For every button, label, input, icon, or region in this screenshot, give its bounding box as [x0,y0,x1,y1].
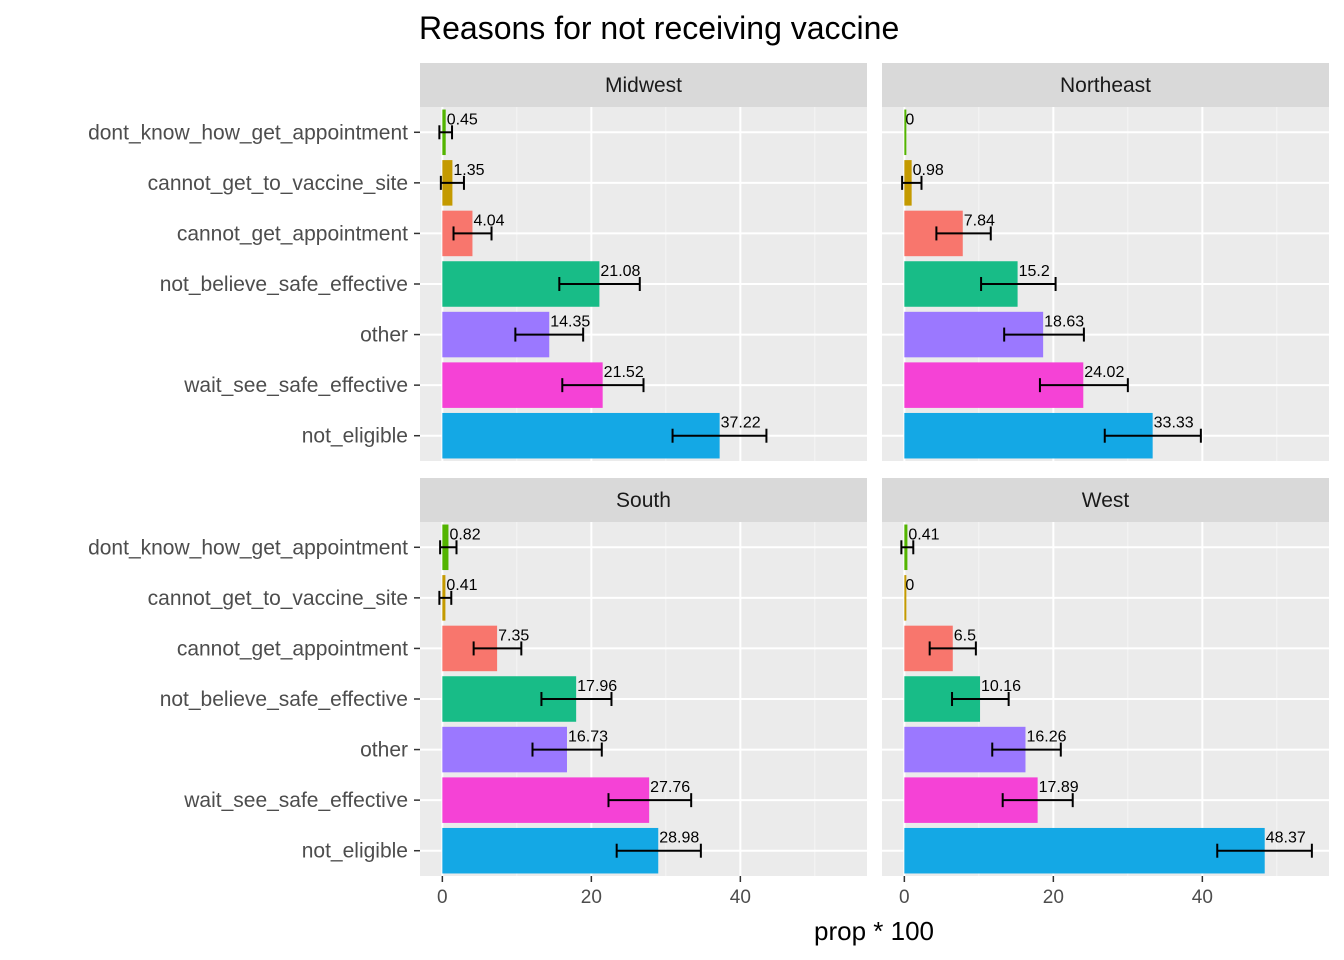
data-label: 24.02 [1084,364,1124,381]
data-label: 37.22 [721,415,761,432]
facet-strip [420,478,867,522]
error-bar [561,378,645,393]
facet-label: Midwest [605,74,682,97]
error-bar [951,692,1010,706]
error-bar [901,175,923,190]
error-bar [531,742,603,757]
y-tick-label: other [360,324,408,347]
error-bar [1103,428,1202,443]
y-tick-label: cannot_get_appointment [177,637,408,660]
error-bar [991,742,1062,757]
y-tick-label: wait_see_safe_effective [183,789,408,812]
error-bar [452,226,493,241]
y-tick-label: dont_know_how_get_appointment [88,536,408,559]
data-label: 21.08 [600,263,640,280]
facet-strip [420,63,867,107]
data-label: 4.04 [473,212,504,229]
data-label: 15.2 [1019,263,1050,280]
error-bar [1003,327,1085,342]
facet-label: Northeast [1060,74,1151,97]
data-label: 27.76 [650,779,690,796]
panel-midwest: Midwest 0.45 1.35 4.04 21.08 14.35 21.52 37.22 d… [88,63,867,461]
y-tick-label: wait_see_safe_effective [183,374,408,397]
bar [904,109,907,156]
x-tick-label: 40 [730,887,751,908]
data-label: 28.98 [659,830,699,847]
error-bar [1001,793,1074,808]
error-bar [558,277,641,291]
error-bar [980,277,1057,291]
panel-west: West 0.41 0 6.5 10.16 16.26 17.89 48.37 0 20 40 [882,478,1329,908]
error-bar [438,125,454,140]
data-label: 16.26 [1026,729,1066,746]
data-label: 48.37 [1266,830,1306,847]
y-tick-label: dont_know_how_get_appointment [88,121,408,144]
data-label: 0.45 [447,111,478,128]
data-label: 18.63 [1044,314,1084,331]
error-bar [439,175,465,190]
x-tick-label: 20 [581,887,602,908]
x-axis-title: prop * 100 [814,916,934,946]
y-tick-label: not_eligible [302,840,408,863]
error-bar [514,327,585,342]
chart-title: Reasons for not receiving vaccine [419,10,899,46]
x-tick-label: 0 [437,887,448,908]
error-bar [1038,378,1129,393]
bar [904,827,1265,874]
error-bar [472,641,523,656]
y-tick-label: cannot_get_to_vaccine_site [148,172,408,195]
y-tick-label: not_believe_safe_effective [160,688,408,711]
x-tick-label: 0 [899,887,910,908]
data-label: 0.41 [446,577,477,594]
bar [904,575,907,621]
error-bar [671,428,768,443]
facet-panels: Midwest 0.45 1.35 4.04 21.08 14.35 21.52 37.22 d… [88,63,1329,908]
panel-south: South 0.82 0.41 7.35 17.96 16.73 27.76 28.98 don… [88,478,867,908]
data-label: 7.35 [498,627,529,644]
y-tick-label: other [360,739,408,762]
facet-strip [882,63,1329,107]
x-tick-label: 20 [1043,887,1064,908]
data-label: 1.35 [453,162,484,179]
data-label: 10.16 [981,678,1021,695]
panel-northeast: Northeast 0 0.98 7.84 15.2 18.63 24.02 33.33 [882,63,1329,461]
data-label: 0.82 [449,526,480,543]
data-label: 0.98 [913,162,944,179]
error-bar [900,540,915,555]
error-bar [439,540,458,555]
error-bar [607,793,693,808]
data-label: 0 [905,577,914,594]
data-label: 16.73 [568,729,608,746]
data-label: 21.52 [604,364,644,381]
data-label: 7.84 [964,212,995,229]
y-tick-label: cannot_get_appointment [177,222,408,245]
data-label: 0.41 [908,526,939,543]
data-label: 6.5 [954,627,976,644]
y-tick-label: not_believe_safe_effective [160,273,408,296]
error-bar [935,226,992,241]
error-bar [540,692,613,706]
data-label: 17.96 [577,678,617,695]
error-bar [928,641,977,656]
error-bar [438,590,453,605]
facet-strip [882,478,1329,522]
y-tick-label: cannot_get_to_vaccine_site [148,587,408,610]
error-bar [1216,843,1313,858]
data-label: 17.89 [1039,779,1079,796]
data-label: 33.33 [1154,415,1194,432]
data-label: 14.35 [550,314,590,331]
data-label: 0 [905,111,914,128]
y-tick-label: not_eligible [302,425,408,448]
x-tick-label: 40 [1192,887,1213,908]
facet-label: West [1082,489,1130,512]
facet-label: South [616,489,671,512]
error-bar [615,843,702,858]
